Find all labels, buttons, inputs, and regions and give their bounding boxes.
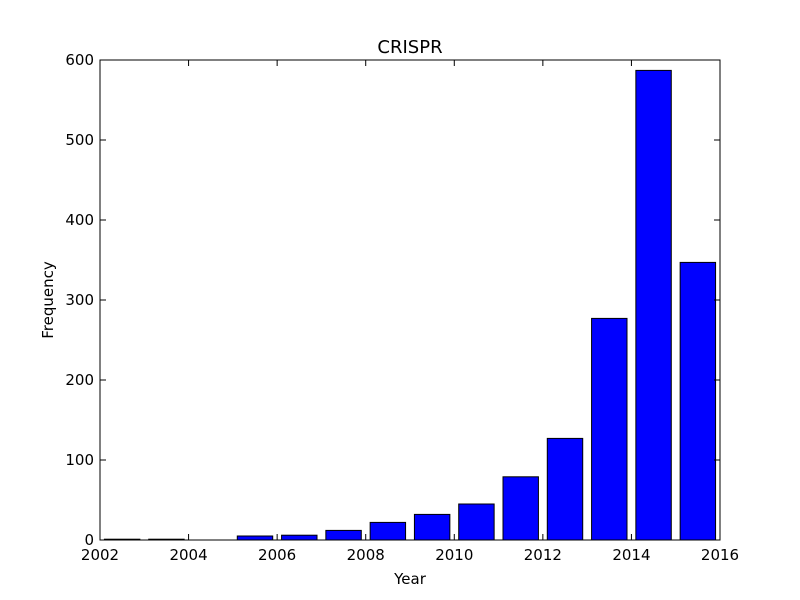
bar-2006 <box>281 534 318 541</box>
bar-2015 <box>679 261 717 541</box>
x-tick-label-2010: 2010 <box>435 546 473 564</box>
bar-2012 <box>546 437 584 541</box>
y-tick-label-600: 600 <box>65 51 94 69</box>
bar-2007 <box>325 529 362 541</box>
y-tick-label-200: 200 <box>65 371 94 389</box>
x-tick-label-2006: 2006 <box>258 546 296 564</box>
y-tick-label-300: 300 <box>65 291 94 309</box>
bar-2014 <box>635 69 672 541</box>
bar-2005 <box>236 535 274 541</box>
x-tick-label-2014: 2014 <box>612 546 650 564</box>
y-tick-label-500: 500 <box>65 131 94 149</box>
bar-2008 <box>369 521 407 541</box>
x-tick-label-2004: 2004 <box>169 546 207 564</box>
bar-2009 <box>413 513 451 541</box>
bar-2013 <box>591 317 628 541</box>
ticks-layer: 2002 2004 2006 2008 2010 2012 2014 2016 0 100 200 3… <box>65 51 739 564</box>
x-tick-label-2008: 2008 <box>347 546 385 564</box>
y-tick-label-100: 100 <box>65 451 94 469</box>
y-tick-label-0: 0 <box>84 531 94 549</box>
bar-2010 <box>458 503 495 541</box>
x-tick-label-2002: 2002 <box>81 546 119 564</box>
chart-title: CRISPR <box>377 37 442 58</box>
x-tick-label-2012: 2012 <box>524 546 562 564</box>
y-tick-label-400: 400 <box>65 211 94 229</box>
x-tick-label-2016: 2016 <box>701 546 739 564</box>
x-axis-label: Year <box>393 570 427 588</box>
y-axis-label: Frequency <box>39 261 57 339</box>
bar-2011 <box>502 476 539 541</box>
